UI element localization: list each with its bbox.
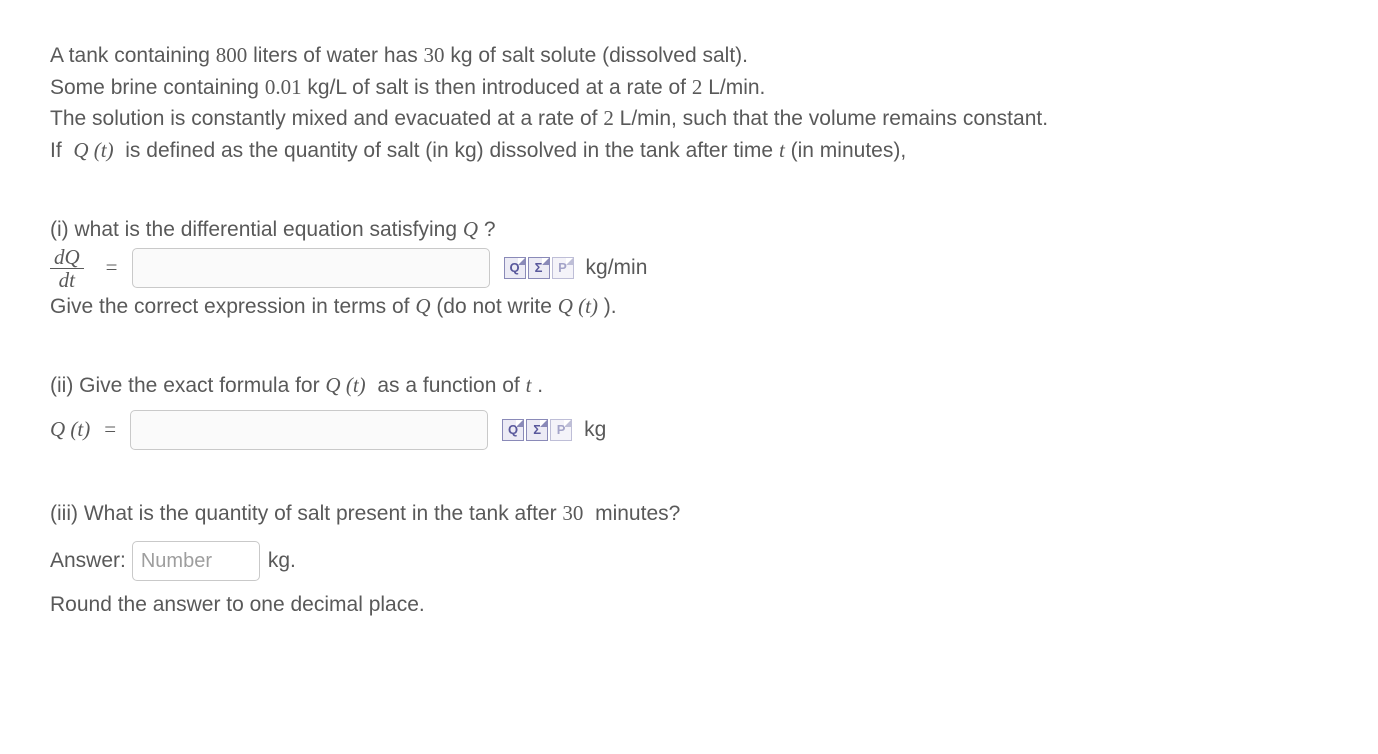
sigma-icon[interactable]: Σ [528,257,550,279]
text: (in minutes), [785,139,906,162]
problem-statement: A tank containing 800 liters of water ha… [50,40,1328,166]
problem-line-4: If Q (t) is defined as the quantity of s… [50,135,1328,167]
q2-unit: kg [584,414,606,446]
frac-num: dQ [54,245,80,269]
value-rate-in: 2 [692,75,703,99]
math-q-t: Q (t) [558,294,598,318]
text: is defined as the quantity of salt (in k… [114,139,779,162]
text: ). [598,295,617,318]
equals-sign: = [104,414,116,446]
text: If [50,139,73,162]
text: liters of water has [247,44,423,67]
text: minutes? [583,502,680,525]
text: L/min. [702,76,765,99]
text: (do not write [430,295,557,318]
value-time: 30 [562,501,583,525]
q3-input-row: Answer: kg. [50,541,1328,581]
problem-line-2: Some brine containing 0.01 kg/L of salt … [50,72,1328,104]
q2-answer-input[interactable] [130,410,488,450]
q2-prompt: (ii) Give the exact formula for Q (t) as… [50,370,1328,402]
preview-icon[interactable]: Q [504,257,526,279]
math-q-t: Q (t) [73,138,113,162]
math-q: Q [463,217,478,241]
text: Give the correct expression in terms of [50,295,415,318]
question-3: (iii) What is the quantity of salt prese… [50,498,1328,621]
frac-den: dt [59,268,75,292]
text: A tank containing [50,44,216,67]
text: Some brine containing [50,76,265,99]
p-icon[interactable]: P [552,257,574,279]
q1-prompt: (i) what is the differential equation sa… [50,214,1328,246]
value-rate-out: 2 [603,106,614,130]
preview-icon[interactable]: Q [502,419,524,441]
text: L/min, such that the volume remains cons… [614,107,1048,130]
math-q-t: Q (t) [325,373,365,397]
q3-answer-input[interactable] [132,541,260,581]
q1-hint: Give the correct expression in terms of … [50,291,1328,323]
answer-label: Answer: [50,545,126,577]
sigma-icon[interactable]: Σ [526,419,548,441]
q1-unit: kg/min [586,252,648,284]
equals-sign: = [106,252,118,284]
p-icon[interactable]: P [550,419,572,441]
text: ? [478,218,496,241]
text: . [531,374,543,397]
value-conc: 0.01 [265,75,302,99]
q2-lhs: Q (t) [50,414,90,446]
q2-toolbar: Q Σ P [502,419,572,441]
text: as a function of [366,374,526,397]
q3-hint: Round the answer to one decimal place. [50,589,1328,621]
math-q: Q [415,294,430,318]
text: (ii) Give the exact formula for [50,374,325,397]
text: The solution is constantly mixed and eva… [50,107,603,130]
text: kg of salt solute (dissolved salt). [445,44,748,67]
question-1: (i) what is the differential equation sa… [50,214,1328,322]
q1-answer-input[interactable] [132,248,490,288]
q2-input-row: Q (t) = Q Σ P kg [50,410,1328,450]
dq-dt-fraction: dQ dt [50,246,84,291]
q1-toolbar: Q Σ P [504,257,574,279]
value-volume: 800 [216,43,248,67]
value-salt: 30 [424,43,445,67]
text: (iii) What is the quantity of salt prese… [50,502,562,525]
q3-prompt: (iii) What is the quantity of salt prese… [50,498,1328,530]
problem-line-3: The solution is constantly mixed and eva… [50,103,1328,135]
text: (i) what is the differential equation sa… [50,218,463,241]
q3-unit: kg. [268,545,296,577]
q1-input-row: dQ dt = Q Σ P kg/min [50,246,1328,291]
problem-line-1: A tank containing 800 liters of water ha… [50,40,1328,72]
text: kg/L of salt is then introduced at a rat… [302,76,692,99]
question-2: (ii) Give the exact formula for Q (t) as… [50,370,1328,450]
